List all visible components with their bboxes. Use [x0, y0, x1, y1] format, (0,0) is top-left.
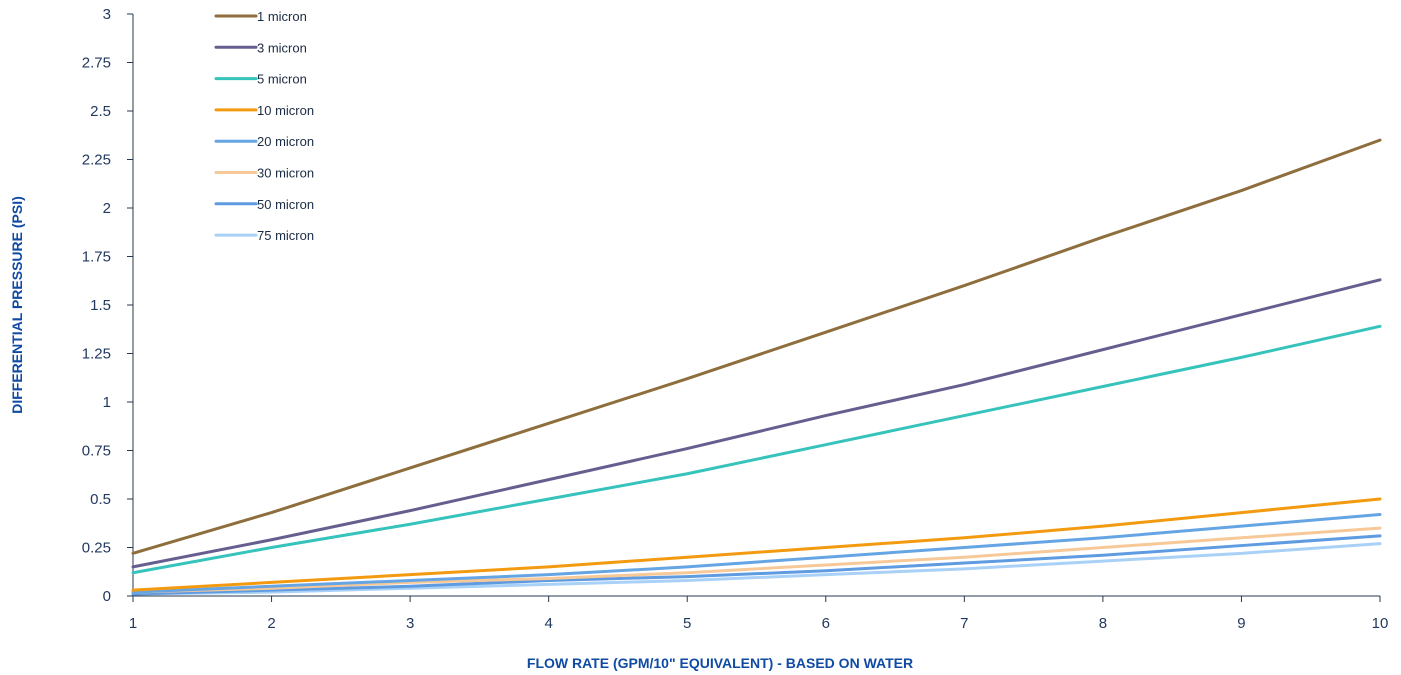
y-tick-label: 1 [103, 394, 111, 411]
x-tick-label: 1 [129, 615, 137, 632]
y-tick-label: 0.5 [90, 491, 111, 508]
y-tick-label: 0.25 [82, 540, 111, 557]
x-tick-label: 5 [683, 615, 691, 632]
x-tick-label: 7 [960, 615, 968, 632]
legend: 1 micron 3 micron 5 micron 10 micron 20 micr… [214, 9, 314, 243]
legend-item: 50 micron [214, 197, 314, 212]
y-tick-label: 0.75 [82, 443, 111, 460]
legend-label: 20 micron [257, 134, 314, 149]
legend-item: 10 micron [214, 103, 314, 118]
y-tick-label: 3 [103, 6, 111, 23]
x-tick-label: 4 [544, 615, 552, 632]
x-tick-label: 6 [822, 615, 830, 632]
x-tick-label: 8 [1099, 615, 1107, 632]
legend-item: 20 micron [214, 134, 314, 149]
x-axis-ticks: 1 2 3 4 5 6 7 8 9 10 [129, 596, 1389, 632]
legend-label: 1 micron [257, 9, 307, 24]
series-line-3-micron [131, 278, 1382, 569]
legend-item: 1 micron [214, 9, 307, 24]
y-tick-label: 2.5 [90, 103, 111, 120]
legend-item: 75 micron [214, 228, 314, 243]
axes [132, 14, 1380, 597]
legend-label: 30 micron [257, 166, 314, 181]
x-tick-label: 9 [1237, 615, 1245, 632]
series-line-5-micron [131, 324, 1382, 575]
x-tick-label: 3 [406, 615, 414, 632]
legend-label: 3 micron [257, 40, 307, 55]
legend-item: 5 micron [214, 72, 307, 87]
series-line-30-micron [131, 526, 1382, 594]
legend-item: 30 micron [214, 166, 314, 181]
series-line-20-micron [131, 513, 1382, 594]
y-axis-title: DIFFERENTIAL PRESSURE (PSI) [9, 196, 25, 414]
x-tick-label: 2 [267, 615, 275, 632]
legend-label: 5 micron [257, 72, 307, 87]
series-line-10-micron [131, 497, 1382, 592]
series-lines [131, 138, 1382, 596]
series-line-1-micron [131, 138, 1382, 555]
x-axis-title: FLOW RATE (GPM/10" EQUIVALENT) - BASED O… [527, 655, 913, 671]
y-tick-label: 2.75 [82, 55, 111, 72]
y-tick-label: 1.75 [82, 249, 111, 266]
legend-label: 10 micron [257, 103, 314, 118]
y-tick-label: 2.25 [82, 152, 111, 169]
y-tick-label: 2 [103, 200, 111, 217]
y-tick-label: 0 [103, 588, 111, 605]
y-tick-label: 1.25 [82, 346, 111, 363]
series-line-75-micron [131, 542, 1382, 596]
y-axis-ticks: 0 0.25 0.5 0.75 1 1.25 1.5 1.75 2 2.25 2.5 2.75 3 [82, 6, 133, 605]
legend-label: 50 micron [257, 197, 314, 212]
x-tick-label: 10 [1372, 615, 1389, 632]
legend-label: 75 micron [257, 228, 314, 243]
series-line-50-micron [131, 534, 1382, 596]
legend-item: 3 micron [214, 40, 307, 55]
y-tick-label: 1.5 [90, 297, 111, 314]
